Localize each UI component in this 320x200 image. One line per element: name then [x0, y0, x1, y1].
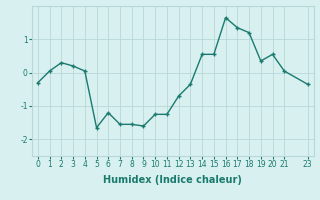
X-axis label: Humidex (Indice chaleur): Humidex (Indice chaleur) — [103, 175, 242, 185]
